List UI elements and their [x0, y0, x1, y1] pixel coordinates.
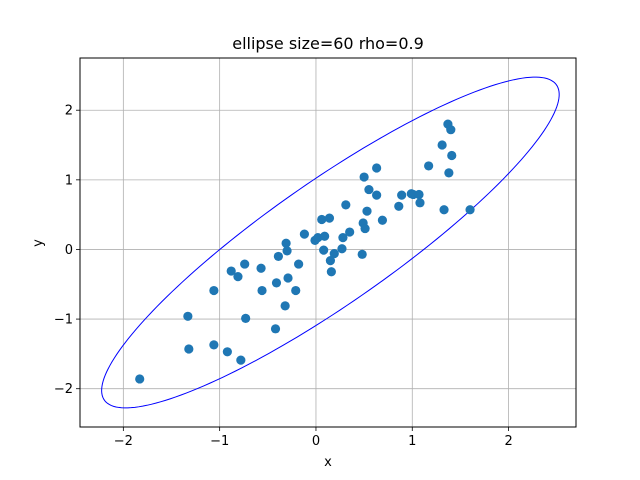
- scatter-point: [437, 140, 447, 150]
- scatter-point: [183, 311, 193, 321]
- y-axis-label: y: [31, 239, 46, 247]
- x-tick-label: 2: [504, 434, 512, 449]
- axes-frame: [79, 57, 577, 428]
- y-tick-label: 1: [65, 173, 73, 188]
- scatter-point: [281, 238, 291, 248]
- scatter-point: [397, 190, 407, 200]
- y-tick-label: −2: [54, 382, 73, 397]
- scatter-point: [283, 273, 293, 283]
- scatter-point: [236, 355, 246, 365]
- scatter-point: [257, 285, 267, 296]
- scatter-point: [377, 215, 388, 225]
- plot-area: [101, 76, 560, 409]
- y-axis-ticks: −2 −1 0 1 2: [54, 104, 80, 397]
- scatter-point: [209, 340, 219, 350]
- scatter-point: [414, 189, 424, 200]
- scatter-point: [439, 205, 449, 215]
- scatter-point: [135, 374, 145, 384]
- scatter-points: [135, 119, 475, 384]
- scatter-point: [319, 245, 329, 255]
- scatter-point: [364, 184, 374, 195]
- scatter-point: [282, 246, 292, 256]
- confidence-ellipse-layer: [101, 76, 560, 409]
- confidence-ellipse: [101, 76, 560, 409]
- x-axis-label: x: [324, 455, 332, 470]
- scatter-point: [320, 231, 330, 241]
- scatter-point: [465, 205, 475, 215]
- scatter-point: [240, 259, 250, 269]
- scatter-point: [357, 249, 367, 259]
- scatter-point: [362, 206, 372, 216]
- scatter-point: [325, 256, 336, 266]
- scatter-point: [359, 172, 369, 182]
- scatter-point: [341, 200, 351, 210]
- scatter-point: [337, 244, 347, 254]
- scatter-point: [329, 249, 339, 259]
- chart-title: ellipse size=60 rho=0.9: [232, 34, 424, 53]
- scatter-point: [444, 168, 454, 178]
- scatter-point: [273, 251, 283, 262]
- scatter-point: [338, 233, 348, 243]
- scatter-point: [447, 150, 457, 161]
- x-tick-label: 0: [312, 434, 320, 449]
- scatter-point: [326, 267, 336, 277]
- scatter-point: [317, 214, 327, 225]
- y-tick-label: 0: [65, 243, 73, 258]
- scatter-point: [324, 213, 335, 223]
- scatter-point: [241, 313, 251, 323]
- y-tick-label: 2: [65, 104, 73, 119]
- scatter-point: [222, 347, 232, 357]
- scatter-point: [294, 259, 304, 269]
- y-tick-label: −1: [54, 313, 73, 328]
- scatter-point: [270, 324, 281, 334]
- scatter-point: [424, 161, 434, 171]
- scatter-point: [209, 285, 219, 296]
- scatter-point: [446, 125, 456, 135]
- scatter-point: [394, 201, 404, 211]
- scatter-point: [299, 229, 310, 239]
- scatter-point: [372, 190, 382, 200]
- x-tick-label: −2: [114, 434, 133, 449]
- scatter-point: [226, 266, 236, 276]
- scatter-point: [233, 272, 243, 282]
- scatter-point: [256, 263, 266, 273]
- scatter-point: [360, 223, 370, 234]
- scatter-point: [271, 278, 282, 288]
- scatter-point: [345, 227, 355, 237]
- scatter-point: [280, 301, 290, 311]
- scatter-point: [415, 198, 425, 208]
- scatter-point: [372, 163, 382, 173]
- x-tick-label: −1: [210, 434, 229, 449]
- x-axis-ticks: −2 −1 0 1 2: [114, 427, 513, 449]
- scatter-point: [184, 344, 194, 354]
- x-tick-label: 1: [408, 434, 416, 449]
- scatter-point: [291, 285, 301, 296]
